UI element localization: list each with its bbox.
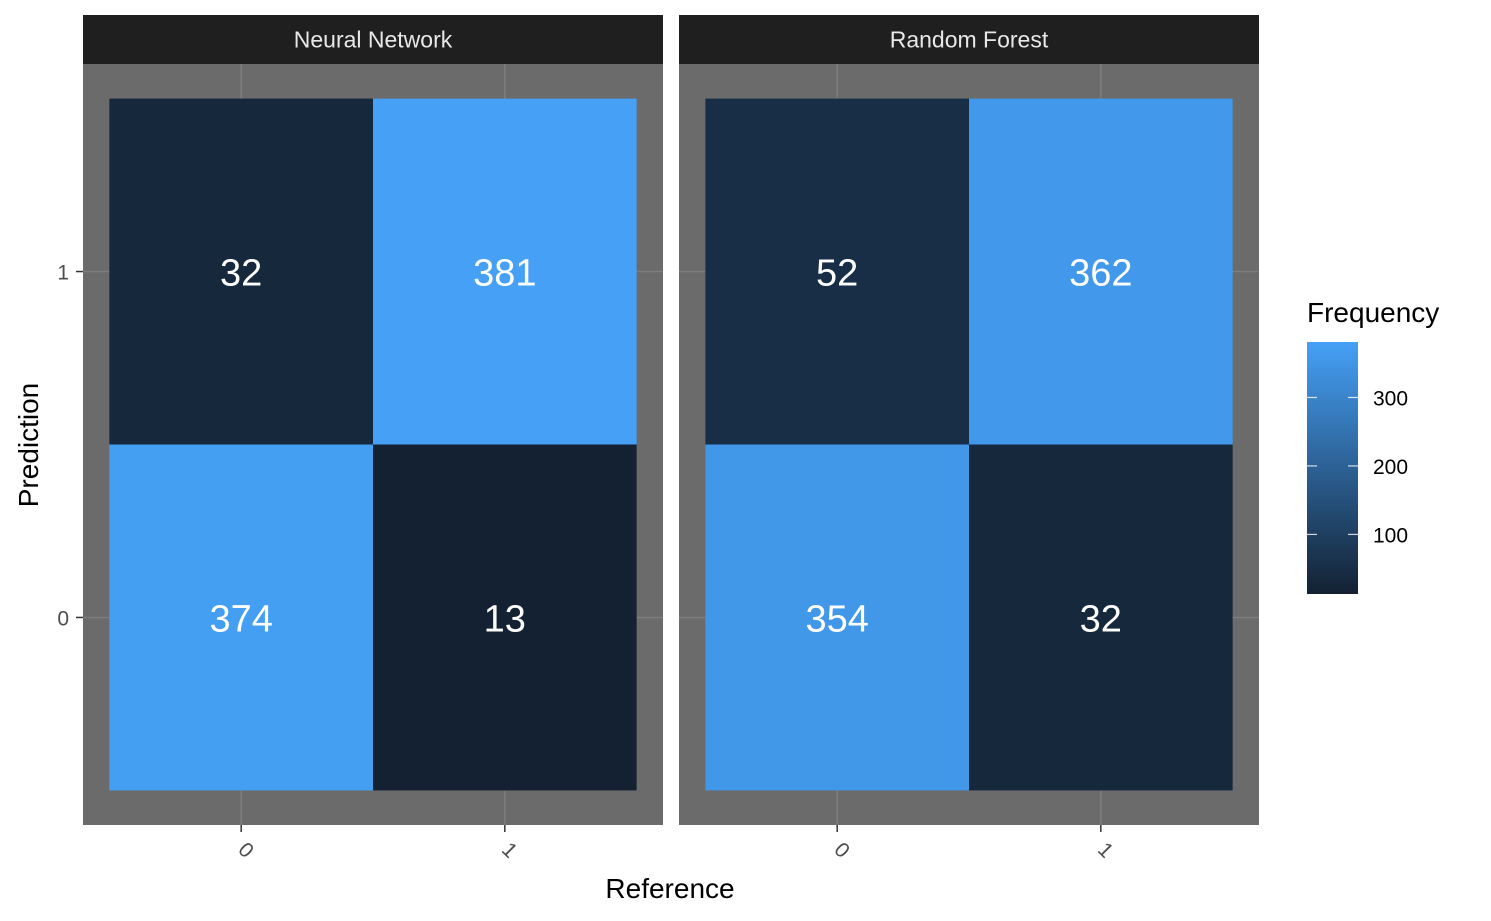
x-axis-title: Reference [605, 873, 734, 904]
panel-1: Random Forest 52 362 354 32 0 1 [679, 15, 1259, 863]
tile-value-label: 354 [805, 598, 868, 640]
tile-value-label: 374 [209, 598, 272, 640]
tile-value-label: 32 [1080, 598, 1122, 640]
panel-0: Neural Network 32 381 374 13 0 1 0 1 [57, 15, 663, 863]
tile-value-label: 32 [220, 253, 262, 295]
y-axis-title: Prediction [13, 383, 44, 508]
heatmap-tile [969, 444, 1233, 791]
heatmap-tile [969, 98, 1233, 445]
heatmap-tile [109, 444, 373, 791]
legend-colorbar [1307, 342, 1358, 594]
x-tick-label: 1 [497, 838, 522, 863]
heatmap-tile [109, 98, 373, 445]
x-tick-label: 0 [234, 838, 259, 863]
x-tick-label: 0 [830, 838, 855, 863]
tile-value-label: 362 [1069, 253, 1132, 295]
heatmap-tile [373, 98, 637, 445]
facet-strip [679, 15, 1259, 64]
heatmap-tile [705, 98, 969, 445]
tile-value-label: 13 [484, 598, 526, 640]
y-tick-label: 1 [57, 262, 69, 285]
legend-tick-label: 200 [1373, 456, 1408, 479]
tile-value-label: 52 [816, 253, 858, 295]
legend-title: Frequency [1307, 297, 1439, 328]
facet-strip-label: Random Forest [890, 27, 1049, 53]
legend-ticks: 100 200 300 [1307, 387, 1408, 547]
heatmap-tile [705, 444, 969, 791]
legend: Frequency 100 200 300 [1307, 297, 1439, 594]
legend-tick-label: 100 [1373, 524, 1408, 547]
tile-value-label: 381 [473, 253, 536, 295]
facet-strip [83, 15, 663, 64]
x-tick-label: 1 [1093, 838, 1118, 863]
y-tick-label: 0 [57, 607, 69, 630]
facet-strip-label: Neural Network [294, 27, 453, 53]
heatmap-tile [373, 444, 637, 791]
legend-tick-label: 300 [1373, 387, 1408, 410]
